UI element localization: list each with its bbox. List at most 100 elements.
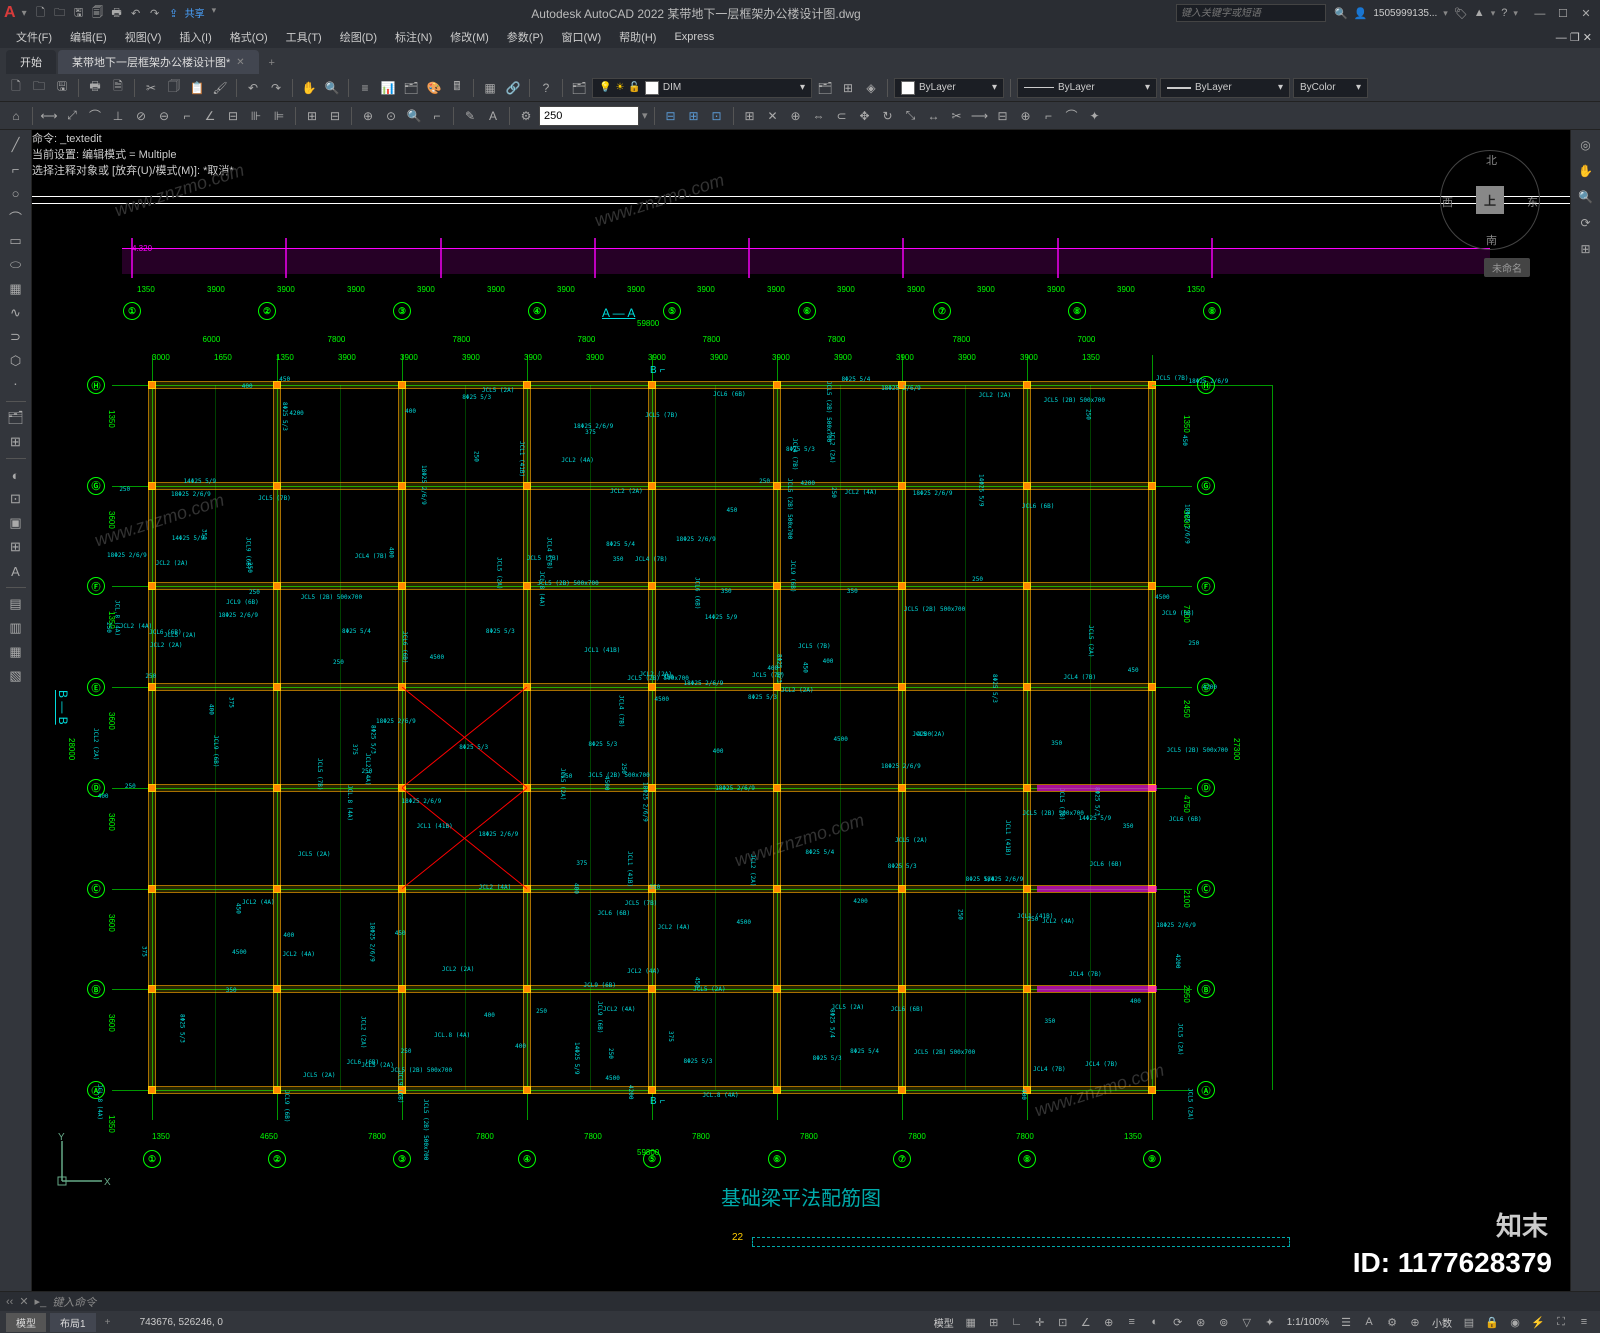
make-block-icon[interactable]: ⊞: [4, 431, 28, 453]
extend-icon[interactable]: ⟶: [970, 106, 990, 126]
layers-icon[interactable]: ≡: [355, 78, 375, 98]
doc-minimize-icon[interactable]: —: [1556, 32, 1567, 44]
nav-pan-icon[interactable]: ✋: [1575, 160, 1597, 182]
circle-icon[interactable]: ○: [4, 182, 28, 204]
dimedit-icon[interactable]: ✎: [460, 106, 480, 126]
layout-tab[interactable]: 布局1: [50, 1313, 96, 1332]
inspect-icon[interactable]: 🔍: [404, 106, 424, 126]
nav-orbit-icon[interactable]: ⟳: [1575, 212, 1597, 234]
cleanscreen-icon[interactable]: ⛶: [1551, 1313, 1571, 1331]
new-icon[interactable]: 🗋: [33, 5, 49, 21]
erase-icon[interactable]: ✕: [763, 106, 783, 126]
menu-view[interactable]: 视图(V): [117, 26, 170, 48]
otrack-toggle-icon[interactable]: ∠: [1076, 1313, 1096, 1331]
pan-icon[interactable]: ✋: [299, 78, 319, 98]
document-tab[interactable]: 某带地下一层框架办公楼设计图* ✕: [58, 50, 259, 74]
plotstyle-dropdown[interactable]: ByColor ▾: [1293, 78, 1368, 98]
point-icon[interactable]: ⋅: [4, 374, 28, 396]
drawing-canvas[interactable]: www.znzmo.com www.znzmo.com www.znzmo.co…: [32, 130, 1570, 1291]
help-search-input[interactable]: [1176, 4, 1326, 22]
menu-draw[interactable]: 绘图(D): [332, 26, 385, 48]
mtext-icon[interactable]: A: [4, 560, 28, 582]
copy2-icon[interactable]: ⊕: [786, 106, 806, 126]
win-tile-h-icon[interactable]: ⊟: [661, 106, 681, 126]
array-icon[interactable]: ⊞: [740, 106, 760, 126]
zoom-icon[interactable]: 🔍: [322, 78, 342, 98]
redo2-icon[interactable]: ↷: [266, 78, 286, 98]
command-line[interactable]: ‹‹ ✕ ▸_ 键入命令: [0, 1291, 1600, 1311]
qsave-icon[interactable]: 🖫: [52, 78, 72, 98]
workspace-icon[interactable]: ⚙: [1382, 1313, 1402, 1331]
save-icon[interactable]: 🖫: [71, 5, 87, 21]
chamfer-icon[interactable]: ⌐: [1039, 106, 1059, 126]
ducs-icon[interactable]: ⊚: [1214, 1313, 1234, 1331]
nav-wheel-icon[interactable]: ◎: [1575, 134, 1597, 156]
dim-baseline-icon[interactable]: ⊪: [246, 106, 266, 126]
dim-linear-icon[interactable]: ⟷: [39, 106, 59, 126]
linetype-dropdown[interactable]: ByLayer ▾: [1017, 78, 1157, 98]
doc-restore-icon[interactable]: ❐: [1570, 32, 1580, 44]
dim-break-icon[interactable]: ⊟: [325, 106, 345, 126]
ellipse-icon[interactable]: ⬭: [4, 254, 28, 276]
table-icon[interactable]: ⊞: [4, 536, 28, 558]
menu-insert[interactable]: 插入(I): [171, 26, 219, 48]
snap-toggle-icon[interactable]: ⊞: [984, 1313, 1004, 1331]
dim-jogged-icon[interactable]: ⌐: [177, 106, 197, 126]
minimize-icon[interactable]: —: [1530, 8, 1550, 20]
ellipse-arc-icon[interactable]: ⊃: [4, 326, 28, 348]
break-icon[interactable]: ⊟: [993, 106, 1013, 126]
grid-toggle-icon[interactable]: ▦: [961, 1313, 981, 1331]
layer-iso-icon[interactable]: ◈: [861, 78, 881, 98]
matchprop-icon[interactable]: 🖌: [210, 78, 230, 98]
help2-icon[interactable]: ?: [536, 78, 556, 98]
xref-icon[interactable]: 🔗: [503, 78, 523, 98]
menu-file[interactable]: 文件(F): [8, 26, 60, 48]
rotate-icon[interactable]: ↻: [878, 106, 898, 126]
open-icon[interactable]: 🗀: [52, 5, 68, 21]
ortho-toggle-icon[interactable]: ∟: [1007, 1313, 1027, 1331]
paste-icon[interactable]: 📋: [187, 78, 207, 98]
dyn-toggle-icon[interactable]: ⊕: [1099, 1313, 1119, 1331]
osnap-toggle-icon[interactable]: ⊡: [1053, 1313, 1073, 1331]
layer-prev-icon[interactable]: 🗂: [815, 78, 835, 98]
share-label[interactable]: 共享: [185, 5, 205, 21]
centermark-icon[interactable]: ⊙: [381, 106, 401, 126]
sel-filter-icon[interactable]: ▽: [1237, 1313, 1257, 1331]
dim-aligned-icon[interactable]: ⤢: [62, 106, 82, 126]
redo-icon[interactable]: ↷: [147, 5, 163, 21]
units-label[interactable]: 小数: [1428, 1315, 1456, 1330]
qopen-icon[interactable]: 🗀: [29, 78, 49, 98]
scale-icon[interactable]: ⤡: [901, 106, 921, 126]
modelspace-label[interactable]: 模型: [930, 1315, 958, 1330]
hwaccel-icon[interactable]: ⚡: [1528, 1313, 1548, 1331]
gradient-icon[interactable]: ◐: [4, 464, 28, 486]
search-icon[interactable]: 🔍: [1334, 7, 1348, 20]
win-tile-v-icon[interactable]: ⊞: [684, 106, 704, 126]
custom-icon[interactable]: ≡: [1574, 1313, 1594, 1331]
isolate-icon[interactable]: ◉: [1505, 1313, 1525, 1331]
move-icon[interactable]: ✥: [855, 106, 875, 126]
menu-parametric[interactable]: 参数(P): [499, 26, 552, 48]
join-icon[interactable]: ⊕: [1016, 106, 1036, 126]
user-name[interactable]: 1505999135...: [1373, 8, 1437, 19]
model-tab[interactable]: 模型: [6, 1313, 46, 1332]
hatch-icon[interactable]: ▦: [4, 278, 28, 300]
maximize-icon[interactable]: ☐: [1553, 7, 1573, 20]
annovis-icon[interactable]: ☰: [1336, 1313, 1356, 1331]
menu-format[interactable]: 格式(O): [222, 26, 276, 48]
dim-radius-icon[interactable]: ⊘: [131, 106, 151, 126]
new-tab-icon[interactable]: +: [261, 52, 283, 74]
jogline-icon[interactable]: ⌐: [427, 106, 447, 126]
plot-icon[interactable]: 🖶: [109, 5, 125, 21]
doc-close-icon[interactable]: ✕: [1583, 32, 1592, 44]
tool-a-icon[interactable]: ▤: [4, 593, 28, 615]
line-icon[interactable]: ╱: [4, 134, 28, 156]
menu-modify[interactable]: 修改(M): [442, 26, 497, 48]
dim-space-icon[interactable]: ⊞: [302, 106, 322, 126]
menu-help[interactable]: 帮助(H): [611, 26, 664, 48]
annoscale-label[interactable]: 1:1/100%: [1283, 1317, 1333, 1328]
home-icon[interactable]: ⌂: [6, 106, 26, 126]
annotation-monitor-icon[interactable]: ⊕: [1405, 1313, 1425, 1331]
dim-quick-icon[interactable]: ⊟: [223, 106, 243, 126]
nav-showmo-icon[interactable]: ⊞: [1575, 238, 1597, 260]
